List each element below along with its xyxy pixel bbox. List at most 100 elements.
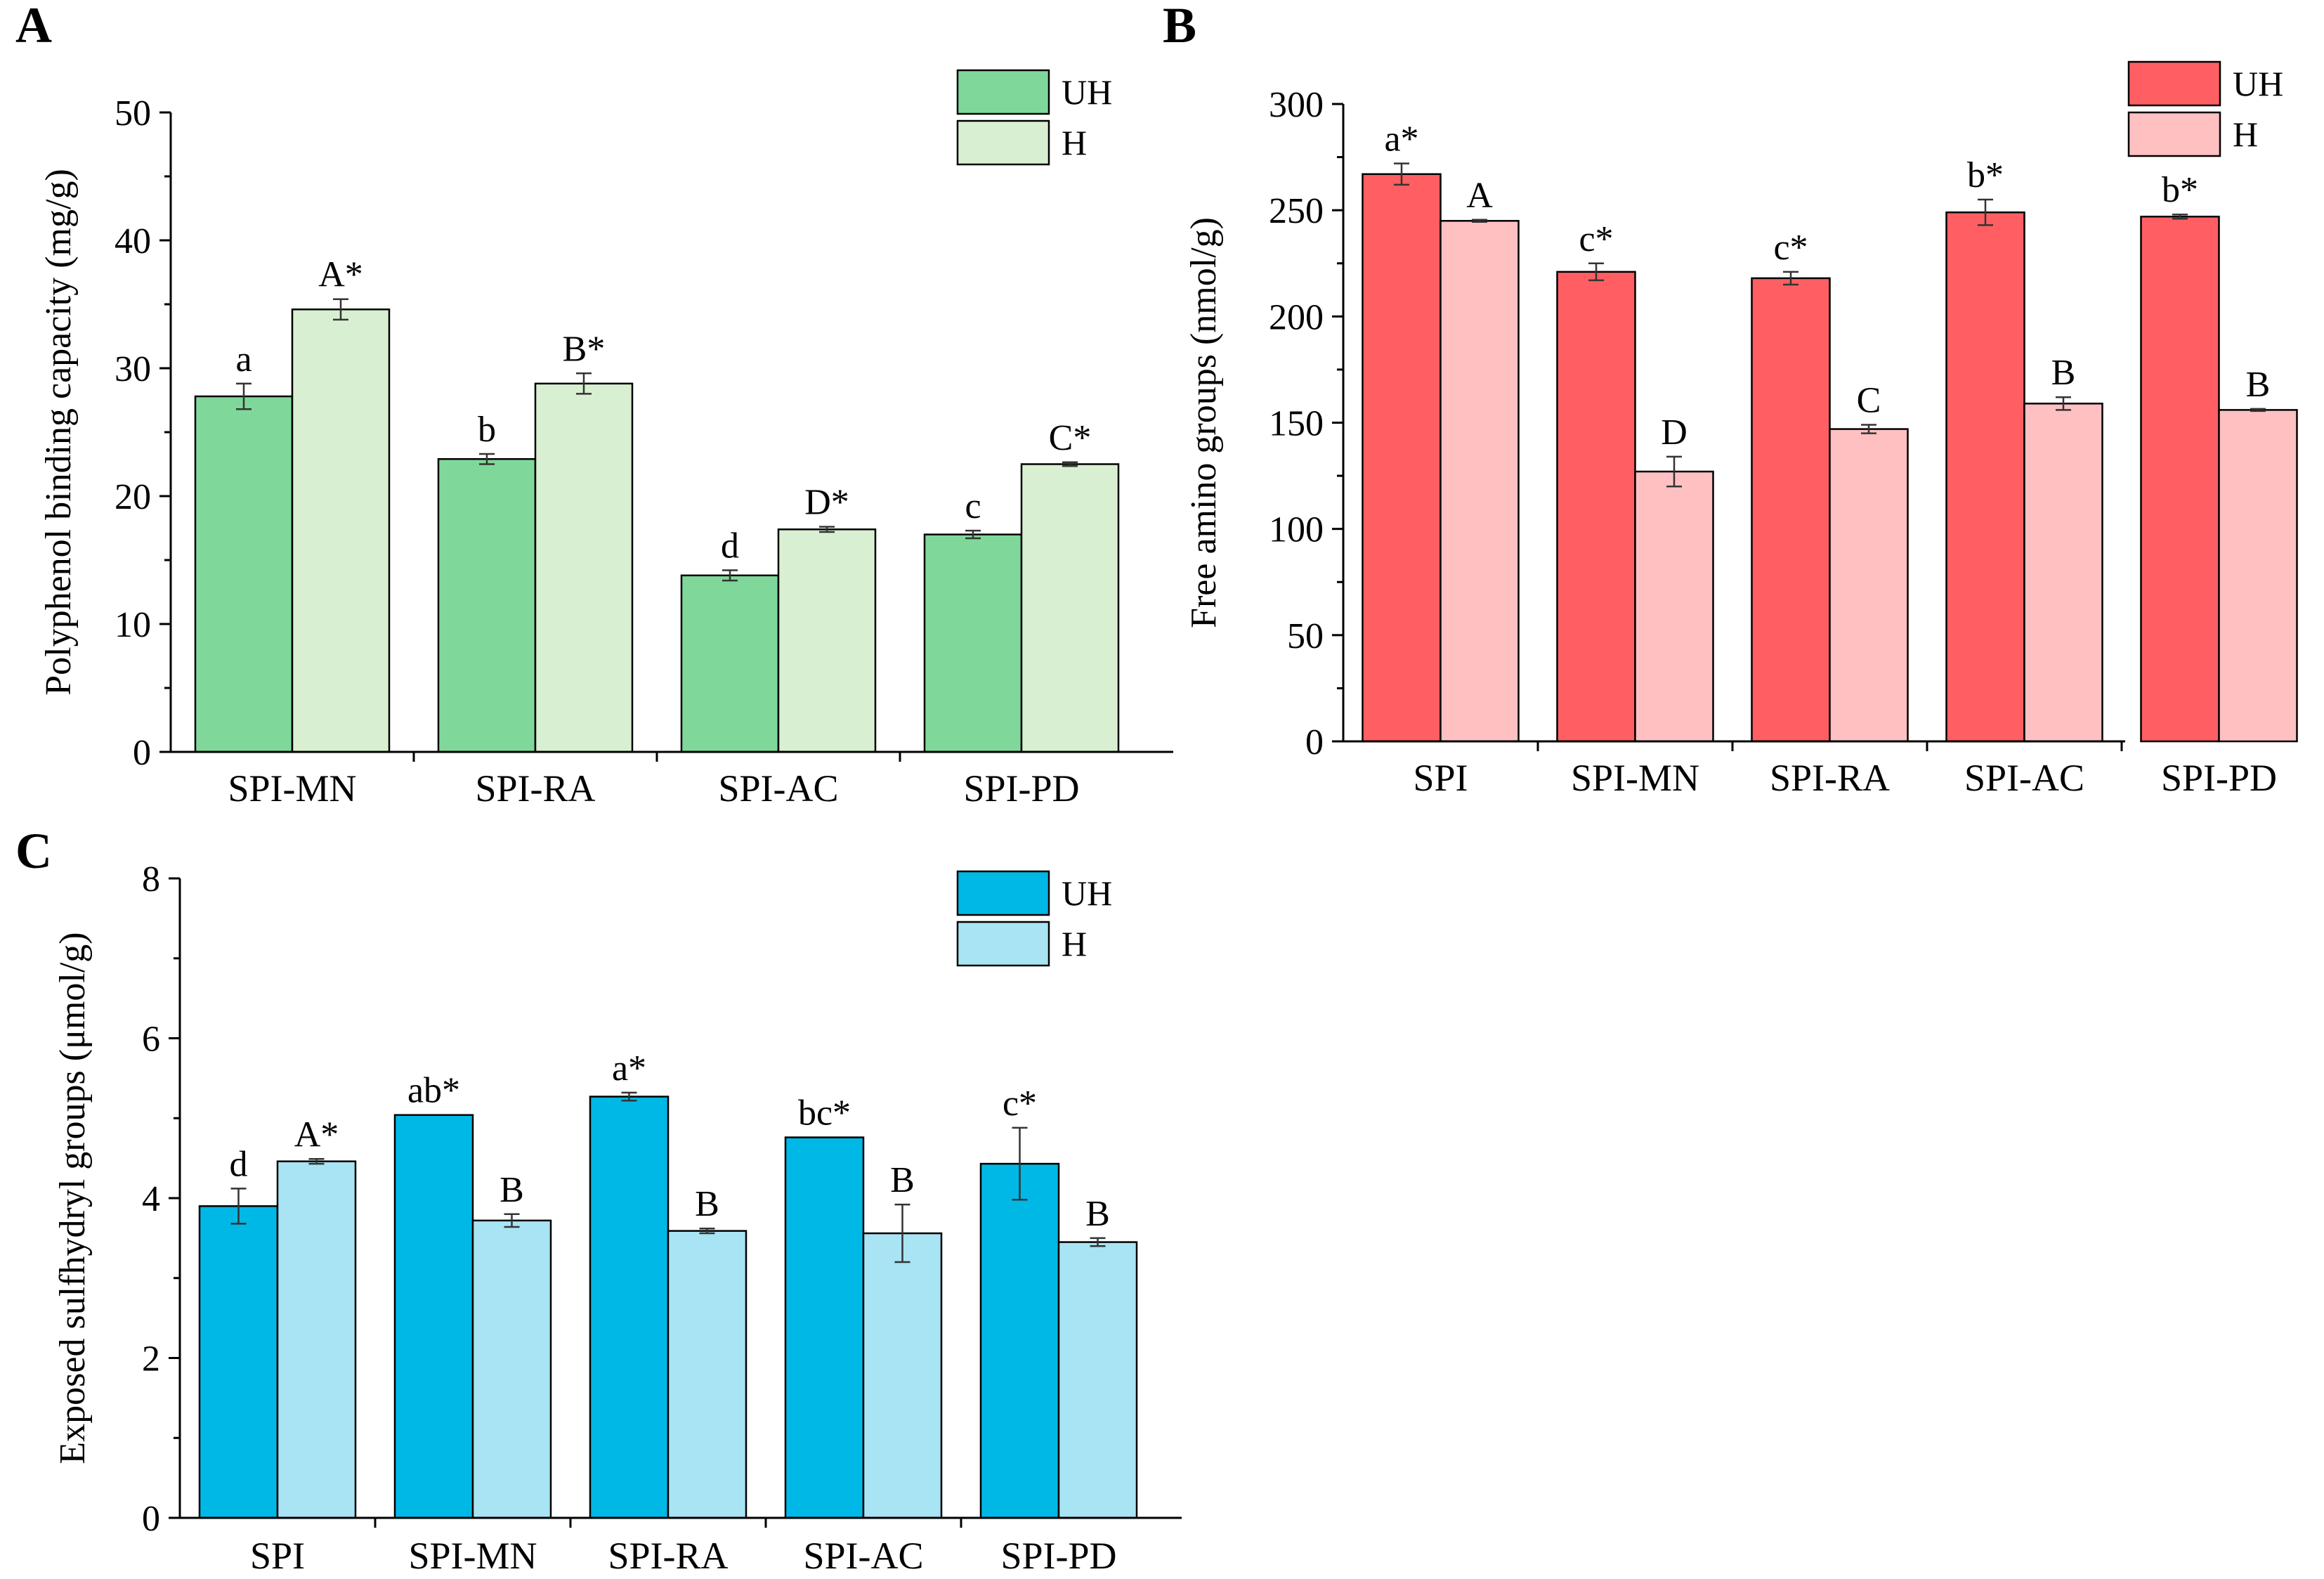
panel-c-significance-label: c* [1003,1084,1037,1124]
panel-a-category-label: SPI-AC [718,767,838,810]
panel-b-y-tick-label: 0 [1305,722,1324,762]
panel-c-category-label: SPI [250,1535,305,1577]
panel-b-legend-swatch-uh [2127,60,2221,107]
panel-c-significance-label: B [695,1184,719,1224]
panel-a-significance-label: D* [804,483,849,523]
panel-c-bar-uh-spi-mn [393,1114,474,1519]
panel-c-bar-uh-spi-pd [979,1162,1060,1519]
panel-a-significance-label: A* [318,255,363,295]
panel-c-y-tick-label: 8 [142,859,160,899]
panel-a-letter: A [15,0,52,53]
panel-c-bar-h-spi-mn [471,1219,552,1519]
panel-c-y-tick-label: 2 [142,1339,160,1379]
panel-b-legend-swatch-h [2127,111,2221,157]
panel-b-significance-label: B [2246,365,2271,405]
panel-b-bar-uh-spi [1362,173,1442,743]
panel-b-y-axis-title: Free amino groups (nmol/g) [1184,217,1224,628]
panel-a-category-label: SPI-PD [963,767,1079,810]
panel-c-significance-label: d [230,1144,248,1184]
panel-c-significance-label: ab* [407,1071,460,1111]
panel-a-legend-swatch-uh [956,69,1050,115]
panel-c-bar-uh-spi-ra [589,1096,670,1519]
panel-a-y-tick-label: 20 [115,477,151,517]
panel-b-category-label: SPI-MN [1571,757,1699,799]
panel-b-significance-label: c* [1579,219,1613,259]
panel-a-significance-label: a [235,339,252,379]
panel-b-category-label: SPI-AC [1964,757,2084,799]
panel-c-letter: C [15,823,52,879]
panel-b-bar-uh-spi-pd [2140,215,2220,743]
panel-c-significance-label: a* [612,1048,646,1089]
panel-b-bar-h-spi [1440,220,1520,743]
panel-c-category-label: SPI-AC [803,1535,923,1577]
panel-b-category-label: SPI-RA [1770,757,1890,799]
panel-c-category-label: SPI-PD [1000,1535,1116,1577]
panel-b-bar-h-spi-mn [1634,470,1714,743]
panel-c-bar-h-spi [276,1160,357,1519]
panel-c-significance-label: B [500,1170,524,1210]
panel-b-y-tick-label: 50 [1287,616,1324,656]
panel-c-y-tick-label: 4 [142,1179,160,1219]
panel-b-legend-label-uh: UH [2233,64,2283,103]
panel-a-significance-label: b [478,410,496,450]
panel-a-y-axis-title: Polyphenol binding capacity (mg/g) [39,169,79,696]
panel-c-y-tick-label: 6 [142,1020,160,1060]
panel-a-category-label: SPI-RA [475,767,595,810]
panel-c-legend-swatch-h [956,921,1050,967]
panel-c-significance-label: B [1085,1194,1110,1234]
panel-a-bar-uh-spi-pd [923,533,1023,753]
panel-a-legend-label-h: H [1062,123,1087,162]
panel-c-y-tick-label: 0 [142,1499,160,1539]
panel-b-letter: B [1163,0,1196,53]
panel-a-significance-label: B* [563,329,606,369]
panel-a-bar-h-spi-mn [291,308,391,753]
panel-c-bar-uh-spi [198,1205,279,1519]
panel-b-bar-uh-spi-ra [1751,277,1831,743]
panel-b-bar-uh-spi-mn [1556,271,1636,743]
panel-b-y-tick-label: 250 [1269,191,1324,231]
panel-b-significance-label: a* [1384,119,1418,160]
panel-b-significance-label: B [2051,353,2076,393]
panel-a-legend-swatch-h [956,119,1050,166]
panel-b-significance-label: D [1661,412,1687,453]
panel-c-significance-label: B [890,1160,915,1200]
panel-a-bar-h-spi-ac [777,528,877,753]
panel-a-significance-label: d [721,526,739,566]
panel-c-significance-label: A* [294,1115,339,1155]
panel-a-category-label: SPI-MN [228,767,356,810]
panel-a-significance-label: c [965,486,981,526]
panel-a-y-tick-label: 50 [115,93,151,134]
panel-b-y-tick-label: 100 [1269,510,1324,550]
panel-c-significance-label: bc* [798,1093,851,1133]
panel-c-legend-label-h: H [1062,924,1087,963]
panel-b-bar-h-spi-ac [2023,403,2103,743]
panel-c-legend-label-uh: UH [1062,873,1112,913]
panel-c-category-label: SPI-MN [408,1535,537,1577]
panel-a-y-tick-label: 30 [115,349,151,389]
panel-a-bar-h-spi-pd [1020,463,1120,753]
panel-b-significance-label: c* [1773,228,1808,268]
panel-a-y-tick-label: 40 [115,221,151,261]
panel-c-bar-h-spi-pd [1057,1241,1138,1519]
panel-a-bar-h-spi-ra [534,382,634,753]
panel-b-bar-uh-spi-ac [1945,211,2025,743]
panel-c-legend-swatch-uh [956,870,1050,916]
chart-panel-b: Ba* A SPI c* D SPI-MN c* C SPI-RA b* B SPI-AC b* B SPI… [1163,0,2298,799]
chart-panel-c: Cd A* SPI ab* B SPI-MN a* B SPI-RA bc* B SPI-AC c* B S… [15,823,1182,1577]
panel-c-bar-h-spi-ac [862,1232,943,1519]
panel-a-bar-uh-spi-mn [194,395,294,753]
panel-a-legend-label-uh: UH [1062,72,1112,112]
panel-b-category-label: SPI [1413,757,1468,799]
panel-a-significance-label: C* [1049,418,1092,458]
panel-b-y-tick-label: 150 [1269,404,1324,444]
panel-b-legend-label-h: H [2233,115,2258,154]
panel-b-y-tick-label: 200 [1269,297,1324,337]
panel-b-significance-label: C [1857,381,1881,421]
panel-b-significance-label: b* [1967,155,2004,195]
panel-a-bar-uh-spi-ra [437,457,537,753]
panel-b-bar-h-spi-pd [2218,409,2298,743]
panel-b-bar-h-spi-ra [1829,428,1909,743]
panel-a-y-tick-label: 0 [133,733,151,773]
chart-panel-a: Aa A* SPI-MN b B* SPI-RA d D* SPI-AC c C* SPI-PD 0 10… [15,0,1173,810]
